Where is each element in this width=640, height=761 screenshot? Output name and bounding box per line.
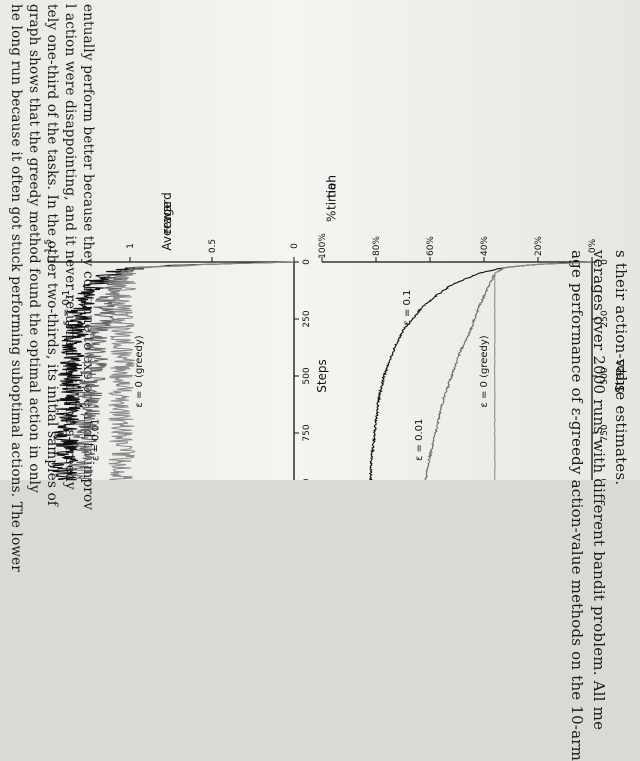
series-line-2 [493, 261, 593, 480]
series-line-1 [68, 261, 295, 480]
series-label: ε = 0 (greedy) [479, 335, 490, 407]
y-tick-label: 1.5 [44, 239, 54, 253]
y-axis-label: timal [325, 180, 339, 210]
series-label: ε = 0.01 [90, 419, 101, 461]
caption-line-3: s their action-value estimates. [612, 250, 630, 486]
x-tick-label: 1000 [302, 478, 312, 480]
x-tick-label: 0 [302, 259, 312, 265]
y-tick-label: 0 [290, 243, 300, 249]
text-line-2: graph shows that the greedy method found… [26, 4, 42, 493]
series-line-0 [368, 261, 593, 480]
y-tick-label: 60% [426, 236, 436, 256]
x-tick-label: 0 [600, 259, 610, 265]
text-line-3: tely one-third of the tasks. In the othe… [44, 4, 60, 507]
x-tick-label: 1000 [600, 478, 610, 480]
series-line-2 [108, 261, 295, 480]
x-tick-label: 750 [302, 424, 312, 441]
text-line-1: he long run because it often got stuck p… [8, 4, 24, 573]
y-axis-label: reward [160, 192, 174, 234]
y-tick-label: 80% [372, 236, 382, 256]
y-tick-label: 0% [588, 238, 598, 253]
x-tick-label: 500 [302, 367, 312, 384]
x-axis-label: Steps [613, 359, 627, 393]
figure-charts: 0 250 500 750 1000 0 0.5 1 1.5 Steps Averagereward… [44, 175, 627, 480]
series-line-1 [423, 261, 593, 480]
y-axis-label: tion [325, 175, 339, 198]
series-label: ε = 0 (greedy) [134, 335, 145, 407]
x-tick-label: 750 [600, 424, 610, 441]
y-axis-label: Average [160, 201, 174, 250]
series-label: ε = 0.1 [61, 290, 72, 326]
y-tick-label: 0.5 [208, 239, 218, 253]
series-line-0 [51, 261, 295, 480]
y-tick-label: 40% [480, 236, 490, 256]
x-tick-label: 500 [600, 367, 610, 384]
y-tick-label: 20% [534, 236, 544, 256]
y-tick-label: 1 [126, 243, 136, 249]
series-label: ε = 0.1 [402, 290, 413, 326]
y-tick-label: 100% [318, 233, 328, 259]
x-axis-label: Steps [315, 359, 329, 393]
x-tick-label: 250 [302, 310, 312, 327]
x-tick-label: 250 [600, 310, 610, 327]
y-axis-label: % [325, 211, 339, 222]
series-label: ε = 0.01 [414, 419, 425, 461]
